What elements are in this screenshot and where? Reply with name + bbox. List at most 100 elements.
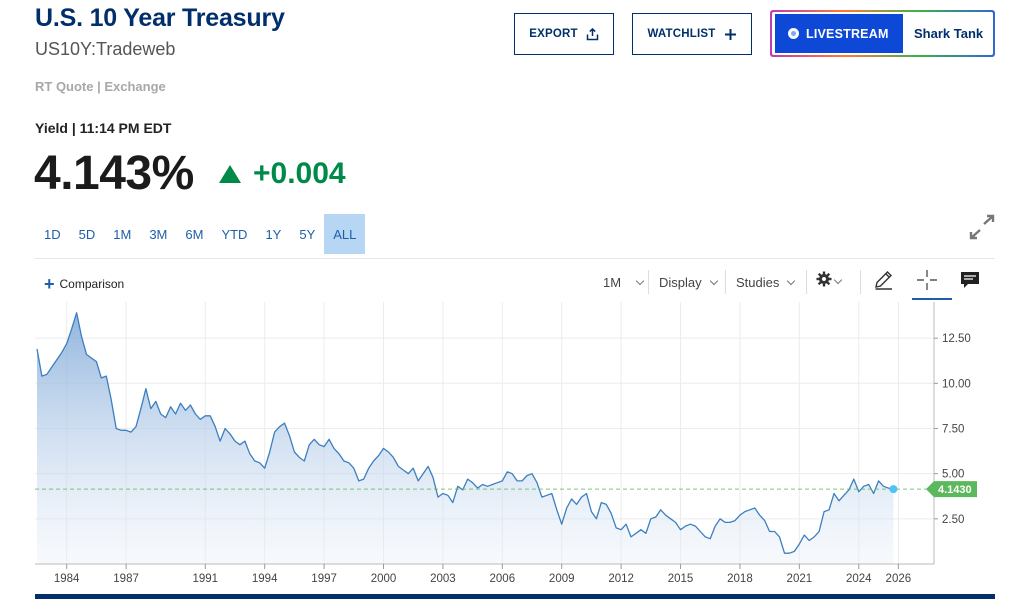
watchlist-button[interactable]: WATCHLIST — [632, 13, 752, 55]
display-label: Display — [659, 275, 702, 290]
range-all[interactable]: ALL — [324, 214, 366, 254]
data-point — [748, 508, 751, 511]
data-point — [862, 485, 865, 488]
data-point — [253, 460, 256, 463]
export-button[interactable]: EXPORT — [514, 13, 614, 55]
data-point — [585, 492, 588, 495]
settings-dropdown[interactable] — [816, 268, 843, 294]
studies-dropdown[interactable]: Studies — [736, 275, 796, 290]
data-point — [412, 467, 415, 470]
data-point — [545, 494, 548, 497]
range-5y[interactable]: 5Y — [299, 226, 316, 242]
data-point — [303, 460, 306, 463]
export-label: EXPORT — [529, 28, 578, 40]
range-3m[interactable]: 3M — [149, 226, 168, 242]
crosshair-active-indicator — [912, 298, 952, 300]
data-point — [397, 465, 400, 468]
data-point — [818, 530, 821, 533]
data-point — [293, 451, 296, 454]
x-tick-label: 1994 — [252, 573, 278, 585]
chevron-down-icon — [635, 276, 645, 286]
range-1d[interactable]: 1D — [44, 226, 61, 242]
crosshair-icon[interactable] — [915, 268, 941, 294]
range-1y[interactable]: 1Y — [265, 226, 282, 242]
livestream-show-link[interactable]: Shark Tank — [914, 26, 984, 41]
data-point — [392, 456, 395, 459]
data-point — [654, 516, 657, 519]
comparison-button[interactable]: + Comparison — [44, 275, 124, 293]
data-point — [313, 438, 316, 441]
range-ytd[interactable]: YTD — [221, 226, 248, 242]
yield-timestamp: Yield | 11:14 PM EDT — [35, 120, 172, 136]
bottom-bar — [35, 594, 995, 599]
range-selector: 1D 5D 1M 3M 6M YTD 1Y 5Y ALL — [35, 214, 366, 254]
y-tick-label: 12.50 — [942, 333, 971, 345]
x-tick-label: 2012 — [608, 573, 634, 585]
data-point — [169, 405, 172, 408]
data-point — [689, 523, 692, 526]
data-point — [882, 485, 885, 488]
data-point — [130, 431, 133, 434]
data-point — [36, 348, 39, 351]
data-point — [60, 351, 63, 354]
data-point — [357, 479, 360, 482]
data-point — [674, 521, 677, 524]
data-point — [263, 467, 266, 470]
data-point — [531, 472, 534, 475]
data-point — [164, 416, 167, 419]
data-point — [679, 528, 682, 531]
data-point — [803, 534, 806, 537]
data-point — [847, 488, 850, 491]
data-point — [833, 492, 836, 495]
data-point — [90, 357, 93, 360]
data-point — [486, 485, 489, 488]
data-point — [471, 481, 474, 484]
display-dropdown[interactable]: Display — [659, 275, 718, 290]
data-point — [595, 517, 598, 520]
toolbar-divider — [35, 258, 995, 259]
data-point — [694, 525, 697, 528]
pencil-icon[interactable] — [872, 268, 898, 294]
data-point — [105, 375, 108, 378]
livestream-inner: LIVESTREAM Shark Tank — [772, 12, 993, 55]
expand-icon[interactable] — [968, 214, 996, 240]
chevron-down-icon — [787, 276, 796, 286]
data-point — [565, 507, 568, 510]
data-point — [630, 535, 633, 538]
data-point — [877, 479, 880, 482]
y-tick-label: 2.50 — [942, 514, 964, 526]
data-point — [328, 438, 331, 441]
data-point — [342, 460, 345, 463]
data-point — [659, 508, 662, 511]
livestream-button[interactable]: LIVESTREAM — [775, 14, 903, 53]
data-point — [714, 525, 717, 528]
data-point — [491, 483, 494, 486]
last-price: 4.143% — [34, 147, 194, 200]
x-tick-label: 1991 — [192, 573, 218, 585]
toolbar-separator — [648, 270, 649, 294]
data-point — [734, 519, 737, 522]
data-point — [456, 485, 459, 488]
x-tick-label: 2021 — [787, 573, 813, 585]
data-point — [501, 479, 504, 482]
range-6m[interactable]: 6M — [185, 226, 204, 242]
data-point — [644, 532, 647, 535]
range-1m[interactable]: 1M — [113, 226, 132, 242]
data-point — [377, 454, 380, 457]
comment-icon[interactable] — [958, 268, 984, 294]
data-point — [209, 414, 212, 417]
data-point — [248, 452, 251, 455]
data-point — [516, 479, 519, 482]
data-point — [125, 429, 128, 432]
data-point — [318, 443, 321, 446]
data-point — [258, 461, 261, 464]
data-point — [506, 470, 509, 473]
change-value: +0.004 — [253, 157, 346, 190]
data-point — [367, 467, 370, 470]
data-point — [382, 447, 385, 450]
range-5d[interactable]: 5D — [78, 226, 96, 242]
data-point — [743, 510, 746, 513]
data-point — [852, 478, 855, 481]
interval-dropdown[interactable]: 1M — [603, 275, 645, 290]
chevron-down-icon — [709, 276, 718, 286]
